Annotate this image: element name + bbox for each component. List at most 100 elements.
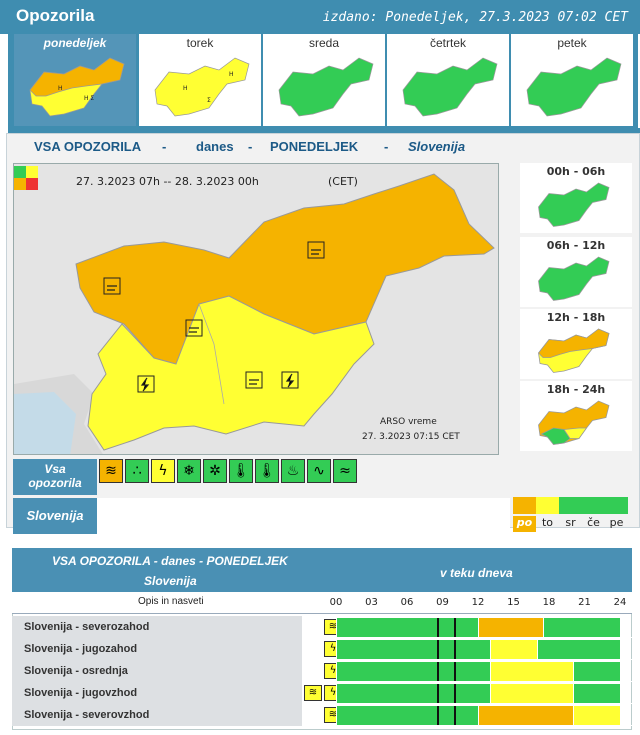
map-title-day: danes — [196, 139, 234, 154]
fog-icon[interactable]: ≈ — [333, 459, 357, 483]
table-during-day: v teku dneva — [440, 566, 513, 580]
map-title: VSA OPOZORILA - danes - PONEDELJEK - Slo… — [10, 139, 496, 159]
timeline-segment — [537, 640, 620, 659]
issued-timestamp: izdano: Ponedeljek, 27.3.2023 07:02 CET — [322, 10, 628, 25]
hour-tick: 15 — [507, 597, 520, 608]
table-title: VSA OPOZORILA - danes - PONEDELJEK — [52, 554, 288, 568]
current-time-marker — [454, 684, 457, 703]
tab-sreda[interactable]: sreda — [263, 34, 385, 126]
hour-tick: 18 — [542, 597, 556, 608]
slovenia-map-torek: H H Σ — [154, 57, 250, 117]
timeline-segment — [543, 618, 620, 637]
current-time-marker — [454, 640, 457, 659]
snow-rain-icon[interactable]: ✲ — [203, 459, 227, 483]
wind-icon[interactable]: ≋ — [99, 459, 123, 483]
timeline-segment — [572, 706, 620, 725]
tab-label: četrtek — [429, 36, 466, 50]
hour-tick: 12 — [471, 597, 485, 608]
svg-text:H: H — [229, 71, 234, 78]
hour-tick: 21 — [578, 597, 591, 608]
table-subtitle: Slovenija — [144, 574, 197, 588]
timeline-segment — [572, 684, 620, 703]
legend-item[interactable]: sr — [559, 497, 582, 533]
map-timezone: (CET) — [328, 175, 358, 188]
legend-item[interactable]: to — [536, 497, 559, 533]
region-row-filler — [97, 498, 510, 534]
row-label: Slovenija - severovzhod — [12, 704, 302, 726]
coastal-wave-icon[interactable]: ∿ — [307, 459, 331, 483]
current-time-marker — [436, 618, 439, 637]
hour-tick: 03 — [365, 597, 378, 608]
period-map — [538, 182, 610, 227]
map-title-region: Slovenija — [408, 139, 466, 154]
current-time-marker — [454, 706, 457, 725]
period-map — [538, 328, 610, 373]
timeline-segment — [489, 662, 573, 681]
period-label: 06h - 12h — [546, 239, 606, 252]
hour-tick: 00 — [329, 597, 343, 608]
thunderstorm-icon[interactable]: ϟ — [151, 459, 175, 483]
svg-text:Σ: Σ — [207, 97, 211, 104]
current-time-marker — [454, 662, 457, 681]
slovenia-map-petek — [526, 57, 622, 117]
timeline-segment — [336, 706, 478, 725]
row-label: Slovenija - osrednja — [12, 660, 302, 682]
current-time-marker — [436, 706, 439, 725]
tab-ponedeljek[interactable]: ponedeljek H H Σ — [14, 34, 136, 126]
legend-swatch — [582, 497, 605, 514]
region-label: Slovenija — [13, 498, 97, 534]
snow-icon[interactable]: ❄ — [177, 459, 201, 483]
map-title-scope: VSA OPOZORILA — [34, 139, 142, 154]
tab-petek[interactable]: petek — [511, 34, 633, 126]
hour-tick: 06 — [400, 597, 414, 608]
main-warning-map[interactable]: 27. 3.2023 07h -- 28. 3.2023 00h (CET) A… — [13, 163, 499, 455]
period-maps: 00h - 06h 06h - 12h 12h - 18h 18h - 24h — [520, 163, 634, 455]
period-18-24[interactable]: 18h - 24h — [520, 381, 632, 451]
svg-text:H: H — [183, 85, 188, 92]
legend-swatch — [605, 497, 628, 514]
row-label: Slovenija - jugovzhod — [12, 682, 302, 704]
low-temperature-icon[interactable]: 🌡 — [255, 459, 279, 483]
table-row[interactable]: Slovenija - jugovzhod ≋ ϟ — [12, 682, 632, 704]
tab-cetrtek[interactable]: četrtek — [387, 34, 509, 126]
high-temperature-icon[interactable]: 🌡 — [229, 459, 253, 483]
timeline-segment — [489, 640, 538, 659]
period-12-18[interactable]: 12h - 18h — [520, 309, 632, 379]
legend-item[interactable]: pe — [605, 497, 628, 533]
svg-text:H Σ: H Σ — [84, 95, 94, 102]
period-00-06[interactable]: 00h - 06h — [520, 163, 632, 233]
timeline-segment — [336, 684, 490, 703]
map-title-dash: - — [248, 139, 253, 154]
table-row[interactable]: Slovenija - severovzhod ≋ — [12, 704, 632, 726]
timeline-segment — [336, 662, 490, 681]
map-title-weekday: PONEDELJEK — [270, 139, 359, 154]
legend-item[interactable]: če — [582, 497, 605, 533]
period-06-12[interactable]: 06h - 12h — [520, 237, 632, 307]
svg-text:H: H — [58, 85, 63, 92]
table-row[interactable]: Slovenija - severozahod ≋ — [12, 616, 632, 638]
timeline-segment — [336, 618, 478, 637]
timeline-segment — [478, 618, 544, 637]
table-row[interactable]: Slovenija - jugozahod ϟ — [12, 638, 632, 660]
legend-label: če — [587, 516, 600, 529]
tab-torek[interactable]: torek H H Σ — [139, 34, 261, 126]
period-map — [538, 400, 610, 445]
desc-header: Opis in nasveti — [138, 596, 204, 607]
map-title-dash: - — [384, 139, 389, 154]
legend-item[interactable]: po — [513, 497, 536, 533]
legend-label: pe — [609, 516, 624, 529]
table-row[interactable]: Slovenija - osrednja ϟ — [12, 660, 632, 682]
map-title-dash: - — [162, 139, 167, 154]
tab-label: sreda — [308, 36, 340, 50]
map-stamp: 27. 3.2023 07:15 CET — [362, 432, 460, 442]
fire-icon[interactable]: ♨ — [281, 459, 305, 483]
legend-swatch — [536, 497, 559, 514]
period-label: 18h - 24h — [546, 383, 606, 396]
rain-icon[interactable]: ∴ — [125, 459, 149, 483]
slovenia-map-sreda — [278, 57, 374, 117]
page-title: Opozorila — [16, 6, 95, 25]
current-time-marker — [436, 684, 439, 703]
wind-icon: ≋ — [304, 685, 322, 701]
map-range: 27. 3.2023 07h -- 28. 3.2023 00h — [76, 175, 259, 188]
